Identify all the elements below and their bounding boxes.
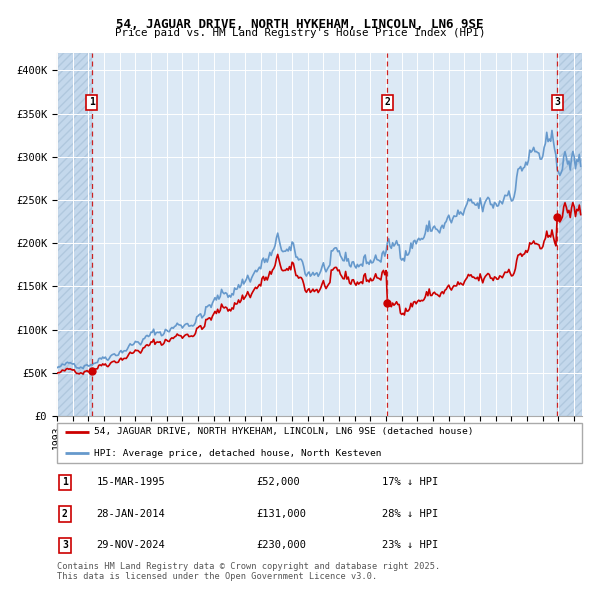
Text: 54, JAGUAR DRIVE, NORTH HYKEHAM, LINCOLN, LN6 9SE (detached house): 54, JAGUAR DRIVE, NORTH HYKEHAM, LINCOLN… [94, 427, 473, 437]
Text: £230,000: £230,000 [257, 540, 307, 550]
Text: £52,000: £52,000 [257, 477, 300, 487]
Bar [557, 53, 582, 416]
Text: 1: 1 [89, 97, 95, 107]
Bar [57, 53, 92, 416]
FancyBboxPatch shape [57, 423, 582, 463]
Text: 23% ↓ HPI: 23% ↓ HPI [383, 540, 439, 550]
Text: 2: 2 [385, 97, 390, 107]
Text: HPI: Average price, detached house, North Kesteven: HPI: Average price, detached house, Nort… [94, 448, 381, 458]
Text: 29-NOV-2024: 29-NOV-2024 [97, 540, 165, 550]
Text: 3: 3 [554, 97, 560, 107]
Text: 15-MAR-1995: 15-MAR-1995 [97, 477, 165, 487]
Text: 17% ↓ HPI: 17% ↓ HPI [383, 477, 439, 487]
Text: 28-JAN-2014: 28-JAN-2014 [97, 509, 165, 519]
Text: 28% ↓ HPI: 28% ↓ HPI [383, 509, 439, 519]
Text: 1: 1 [62, 477, 68, 487]
Text: £131,000: £131,000 [257, 509, 307, 519]
Text: 54, JAGUAR DRIVE, NORTH HYKEHAM, LINCOLN, LN6 9SE: 54, JAGUAR DRIVE, NORTH HYKEHAM, LINCOLN… [116, 18, 484, 31]
Text: 3: 3 [62, 540, 68, 550]
Text: Contains HM Land Registry data © Crown copyright and database right 2025.
This d: Contains HM Land Registry data © Crown c… [57, 562, 440, 581]
Text: 2: 2 [62, 509, 68, 519]
Text: Price paid vs. HM Land Registry's House Price Index (HPI): Price paid vs. HM Land Registry's House … [115, 28, 485, 38]
